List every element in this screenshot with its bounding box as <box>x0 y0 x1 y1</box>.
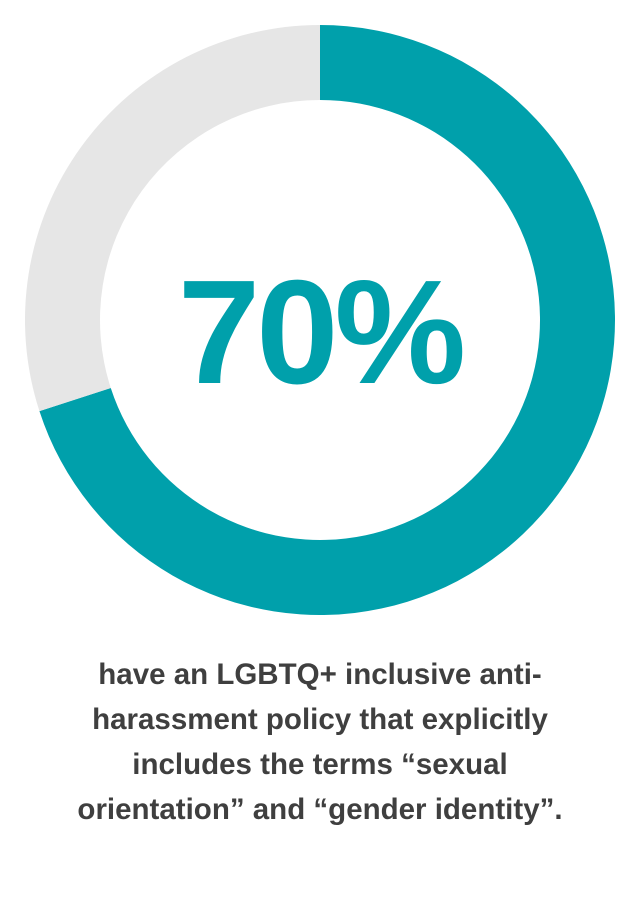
caption-line-1: have an LGBTQ+ inclusive anti- <box>98 658 542 691</box>
caption-line-3: includes the terms “sexual <box>132 748 508 781</box>
center-percent-label: 70% <box>178 250 463 415</box>
caption-line-2: harassment policy that explicitly <box>92 703 548 736</box>
donut-chart: 70% <box>24 25 615 615</box>
donut-slices <box>24 25 615 615</box>
donut-slice-remainder <box>24 25 321 412</box>
caption-line-4: orientation” and “gender identity”. <box>77 793 563 826</box>
caption: have an LGBTQ+ inclusive anti- harassmen… <box>20 652 620 832</box>
